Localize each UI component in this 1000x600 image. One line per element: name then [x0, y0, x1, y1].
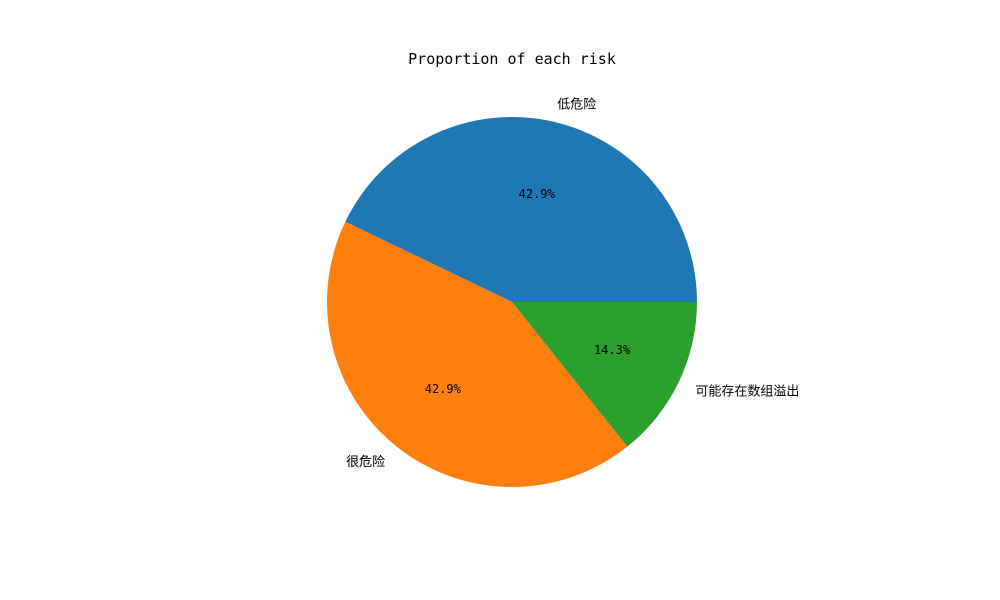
pie-slices: [327, 117, 697, 487]
pct-label-1: 42.9%: [425, 382, 462, 396]
pct-label-0: 42.9%: [519, 187, 556, 201]
chart-title: Proportion of each risk: [408, 50, 616, 68]
slice-label-2: 可能存在数组溢出: [695, 384, 799, 399]
slice-label-1: 很危险: [346, 455, 385, 470]
slice-label-0: 低危险: [557, 98, 596, 113]
pct-label-2: 14.3%: [594, 343, 631, 357]
